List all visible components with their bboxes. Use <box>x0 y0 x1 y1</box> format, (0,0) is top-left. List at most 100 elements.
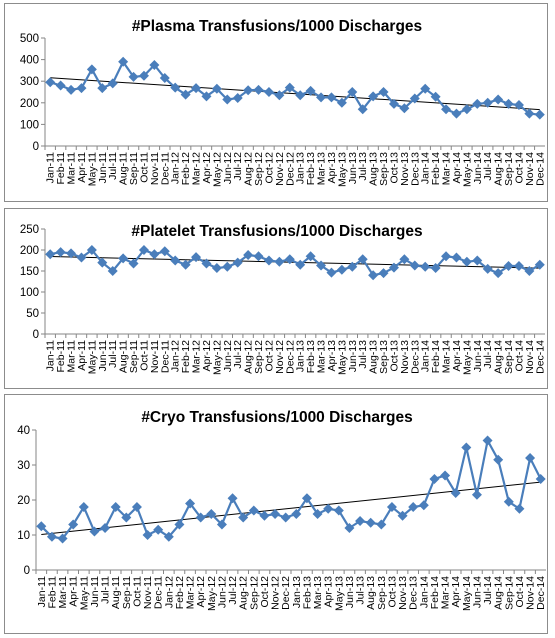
data-point-marker <box>336 97 347 108</box>
x-tick-label: Jan-14 <box>420 340 432 372</box>
x-tick-label: Oct-13 <box>386 576 398 608</box>
x-tick-label: Jan-12 <box>163 576 175 608</box>
data-point-marker <box>163 531 174 542</box>
x-tick-label: Sep-12 <box>253 152 265 186</box>
data-point-marker <box>131 502 142 512</box>
x-tick-label: Apr-11 <box>68 576 80 607</box>
x-tick-label: Sep-13 <box>378 340 390 374</box>
data-point-marker <box>153 524 164 535</box>
data-point-marker <box>121 512 132 523</box>
x-tick-label: Mar-14 <box>441 152 453 185</box>
data-point-marker <box>420 83 431 94</box>
data-point-marker <box>284 82 295 93</box>
data-point-marker <box>482 435 493 446</box>
x-tick-label: Jul-12 <box>232 152 244 181</box>
data-point-marker <box>386 502 397 512</box>
x-tick-label: Oct-12 <box>263 152 275 184</box>
data-point-marker <box>211 263 222 274</box>
data-point-marker <box>222 94 233 105</box>
data-point-marker <box>55 247 66 258</box>
data-point-marker <box>45 77 56 88</box>
x-tick-label: Dec-11 <box>153 576 165 609</box>
data-point-marker <box>180 259 191 270</box>
x-tick-label: Jan-13 <box>295 152 307 184</box>
x-tick-label: Feb-13 <box>301 576 313 609</box>
data-point-marker <box>316 260 327 271</box>
y-tick-label: 0 <box>33 141 39 153</box>
data-point-marker <box>513 99 524 110</box>
x-tick-label: Apr-12 <box>201 152 213 184</box>
data-point-marker <box>493 454 504 465</box>
data-point-marker <box>201 91 212 102</box>
chart-title: #Plasma Transfusions/1000 Discharges <box>132 18 422 35</box>
y-tick-label: 300 <box>20 76 39 88</box>
data-point-marker <box>259 510 270 521</box>
x-tick-label: Mar-11 <box>66 340 78 373</box>
x-tick-label: Nov-14 <box>525 576 537 610</box>
data-point-marker <box>471 489 482 500</box>
y-tick-label: 200 <box>20 245 39 257</box>
x-tick-label: May-11 <box>86 152 98 186</box>
data-point-marker <box>397 510 408 521</box>
data-point-marker <box>149 249 160 260</box>
x-tick-label: Jul-12 <box>232 340 244 369</box>
data-point-marker <box>36 521 47 532</box>
data-point-marker <box>441 251 452 262</box>
x-tick-label: Sep-14 <box>503 152 515 186</box>
x-tick-label: Nov-11 <box>142 576 154 609</box>
data-point-marker <box>280 512 291 523</box>
data-point-marker <box>232 257 243 268</box>
x-tick-label: Sep-11 <box>121 576 133 609</box>
x-tick-label: Dec-12 <box>284 152 296 186</box>
x-tick-label: Apr-14 <box>451 152 463 184</box>
x-tick-label: Sep-12 <box>253 340 265 374</box>
x-tick-label: Jan-13 <box>295 340 307 372</box>
data-point-marker <box>503 98 514 109</box>
data-point-marker <box>66 248 77 259</box>
x-tick-label: Dec-11 <box>159 152 171 185</box>
data-point-marker <box>368 270 379 281</box>
x-tick-label: Sep-11 <box>128 152 140 185</box>
x-tick-label: Jun-11 <box>97 152 109 183</box>
data-point-marker <box>461 256 472 267</box>
platelet-chart: #Platelet Transfusions/1000 Discharges 0… <box>20 223 546 375</box>
x-tick-label: Mar-12 <box>185 576 197 609</box>
data-point-marker <box>138 70 149 81</box>
data-point-marker <box>399 103 410 114</box>
x-tick-label: Jun-12 <box>216 576 228 608</box>
data-point-marker <box>295 259 306 270</box>
data-point-marker <box>409 260 420 271</box>
data-point-marker <box>525 453 536 463</box>
data-point-marker <box>232 93 243 104</box>
x-tick-label: Jul-13 <box>355 576 367 605</box>
x-tick-label: Sep-14 <box>503 340 515 374</box>
x-tick-label: Nov-11 <box>149 340 161 373</box>
x-tick-label: Nov-13 <box>399 152 411 186</box>
data-point-marker <box>535 474 546 484</box>
data-point-marker <box>253 84 264 95</box>
x-tick-label: Oct-12 <box>263 340 275 372</box>
data-point-marker <box>355 516 366 526</box>
x-tick-label: Jan-12 <box>170 340 182 372</box>
data-point-marker <box>86 245 97 255</box>
x-tick-label: Jul-13 <box>357 152 369 181</box>
x-tick-label: Jul-11 <box>107 340 119 368</box>
platelet-chart-panel: #Platelet Transfusions/1000 Discharges 0… <box>4 208 548 389</box>
x-tick-label: Feb-14 <box>429 576 441 609</box>
x-tick-label: Aug-13 <box>368 152 380 186</box>
data-point-marker <box>503 496 514 507</box>
data-point-marker <box>441 104 452 115</box>
x-tick-label: Apr-14 <box>450 576 462 608</box>
y-tick-label: 400 <box>20 55 39 67</box>
x-tick-label: Aug-11 <box>118 152 130 185</box>
x-tick-label: Aug-13 <box>368 340 380 374</box>
data-point-marker <box>472 255 483 266</box>
x-tick-label: Feb-12 <box>180 152 192 185</box>
data-point-marker <box>107 78 118 89</box>
x-tick-label: Feb-11 <box>46 576 58 609</box>
data-point-marker <box>368 91 379 102</box>
data-point-marker <box>482 263 493 274</box>
x-tick-label: Oct-14 <box>514 576 526 608</box>
data-point-marker <box>274 90 285 101</box>
x-tick-label: Apr-13 <box>323 576 335 608</box>
